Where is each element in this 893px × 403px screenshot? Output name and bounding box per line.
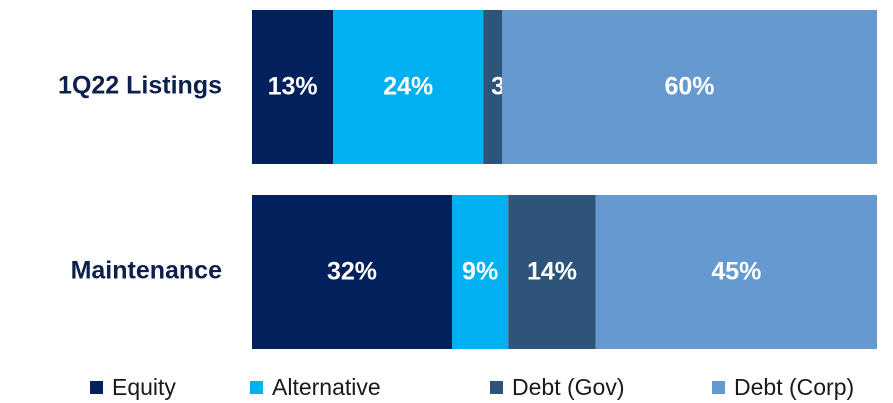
legend-label: Debt (Gov) [512,374,624,400]
legend-swatch [90,381,103,394]
bar-segment [508,195,596,349]
legend-label: Equity [112,374,176,400]
bar-segment [452,195,509,349]
legend-swatch [712,381,725,394]
bar-segment [595,195,877,349]
data-label: 9% [462,258,498,286]
legend-label: Debt (Corp) [734,374,854,400]
data-label: 32% [327,258,377,286]
bar-segment [483,10,502,164]
category-label: Maintenance [71,257,223,285]
bar-segment [502,10,877,164]
data-label: 60% [664,73,714,101]
bar-segment [252,195,452,349]
legend-swatch [250,381,263,394]
data-label: 14% [527,258,577,286]
legend-swatch [490,381,503,394]
bar-segment [333,10,484,164]
data-label: 13% [268,73,318,101]
legend-label: Alternative [272,374,381,400]
bar-segment [252,10,334,164]
data-label: 24% [383,73,433,101]
data-label: 45% [711,258,761,286]
category-label: 1Q22 Listings [58,72,222,100]
